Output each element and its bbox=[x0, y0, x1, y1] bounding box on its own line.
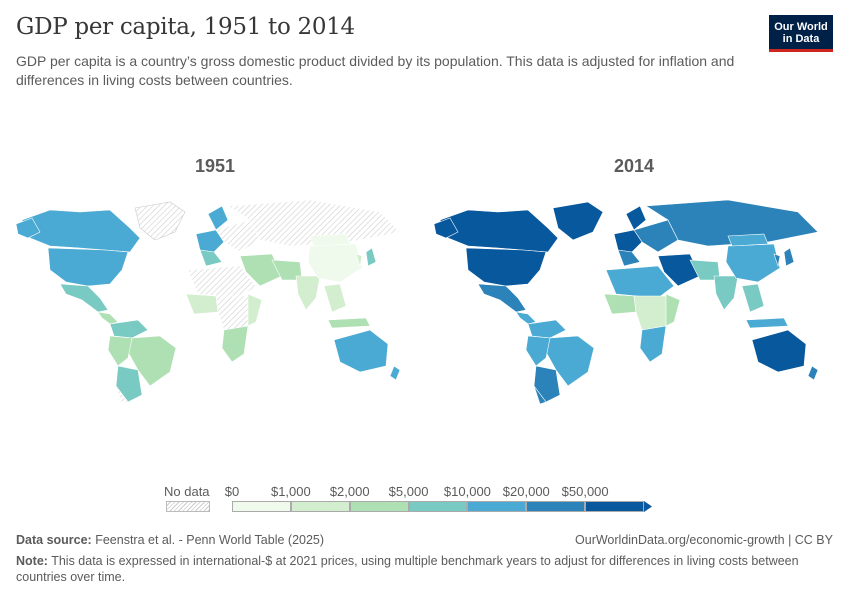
mongolia bbox=[309, 233, 351, 247]
india bbox=[713, 275, 739, 311]
map-2014[interactable] bbox=[428, 190, 838, 405]
scandinavia bbox=[207, 205, 229, 231]
brazil bbox=[127, 335, 177, 387]
legend-tick-label: $0 bbox=[224, 484, 240, 499]
legend-swatch bbox=[408, 501, 468, 512]
data-source-label: Data source: bbox=[16, 533, 92, 547]
north-africa bbox=[605, 265, 675, 299]
brazil bbox=[545, 335, 595, 387]
chart-title: GDP per capita, 1951 to 2014 bbox=[16, 14, 355, 40]
alaska bbox=[433, 217, 459, 239]
eastern-europe-nodata bbox=[215, 219, 261, 253]
russia bbox=[645, 199, 819, 247]
canada bbox=[439, 209, 559, 253]
argentina-chile bbox=[115, 365, 143, 403]
middle-east bbox=[239, 253, 283, 287]
western-europe bbox=[195, 229, 225, 253]
legend-no-data-swatch bbox=[166, 501, 210, 512]
logo-line-1: Our World bbox=[774, 21, 828, 33]
japan bbox=[783, 247, 795, 267]
map-legend: No data $0 $1,000 $2,000 $5,000 $10,000 $20,0… bbox=[150, 478, 670, 518]
map-1951-label: 1951 bbox=[194, 156, 236, 176]
east-africa bbox=[247, 293, 263, 327]
chart-subtitle: GDP per capita is a country’s gross dome… bbox=[16, 53, 735, 88]
legend-tick-label: $1,000 bbox=[270, 484, 311, 499]
map-1951[interactable] bbox=[10, 190, 420, 405]
southern-europe bbox=[617, 249, 641, 267]
southern-africa bbox=[639, 325, 667, 363]
patagonia-nodata bbox=[115, 385, 129, 405]
north-africa bbox=[187, 265, 257, 299]
legend-tick-label: $5,000 bbox=[388, 484, 429, 499]
indonesia bbox=[745, 317, 789, 329]
data-source-text[interactable]: Feenstra et al. - Penn World Table (2025… bbox=[95, 533, 325, 547]
argentina-chile bbox=[533, 365, 561, 403]
peru-bolivia bbox=[525, 335, 551, 367]
china bbox=[307, 243, 363, 283]
mexico bbox=[477, 283, 527, 313]
western-europe bbox=[613, 229, 643, 253]
central-america bbox=[97, 311, 119, 325]
australia bbox=[751, 329, 807, 373]
korea bbox=[355, 253, 363, 268]
central-africa bbox=[633, 295, 669, 331]
indonesia bbox=[327, 317, 371, 329]
venezuela-colombia bbox=[109, 319, 149, 339]
peru-bolivia bbox=[107, 335, 133, 367]
legend-tick-label: $10,000 bbox=[443, 484, 491, 499]
usa bbox=[47, 247, 129, 287]
footer-note: Note: This data is expressed in internat… bbox=[16, 553, 831, 585]
new-zealand bbox=[389, 365, 401, 381]
owid-logo[interactable]: Our World in Data bbox=[769, 15, 833, 52]
patagonia bbox=[533, 385, 547, 405]
southeast-asia bbox=[741, 283, 765, 313]
southeast-asia bbox=[323, 283, 347, 313]
legend-arrow bbox=[644, 501, 652, 512]
venezuela-colombia bbox=[527, 319, 567, 339]
mexico bbox=[59, 283, 109, 313]
australia bbox=[333, 329, 389, 373]
greenland bbox=[552, 201, 604, 241]
note-text: This data is expressed in international-… bbox=[16, 554, 799, 584]
east-africa bbox=[665, 293, 681, 327]
data-source: Data source: Feenstra et al. - Penn Worl… bbox=[16, 533, 324, 547]
footer-url[interactable]: OurWorldinData.org/economic-growth | CC … bbox=[575, 533, 833, 547]
scandinavia bbox=[625, 205, 647, 231]
new-zealand bbox=[807, 365, 819, 381]
legend-tick-label: $20,000 bbox=[502, 484, 550, 499]
china bbox=[725, 243, 781, 283]
logo-line-2: in Data bbox=[782, 33, 820, 45]
middle-east bbox=[657, 253, 701, 287]
legend-swatch bbox=[526, 501, 586, 512]
southern-europe bbox=[199, 249, 223, 267]
mongolia bbox=[727, 233, 769, 247]
greenland bbox=[134, 201, 186, 241]
legend-swatch bbox=[467, 501, 527, 512]
legend-swatch bbox=[290, 501, 350, 512]
korea bbox=[773, 253, 781, 268]
legend-tick-label: $50,000 bbox=[561, 484, 609, 499]
japan bbox=[365, 247, 377, 267]
central-america bbox=[515, 311, 537, 325]
legend-no-data-label: No data bbox=[164, 484, 210, 499]
russia-nodata bbox=[227, 199, 401, 247]
legend-swatch bbox=[585, 501, 644, 512]
legend-tick-label: $2,000 bbox=[329, 484, 370, 499]
central-africa-nodata bbox=[215, 295, 251, 331]
west-africa bbox=[185, 293, 219, 315]
legend-swatch bbox=[232, 501, 291, 512]
note-label: Note: bbox=[16, 554, 48, 568]
eastern-europe bbox=[633, 219, 679, 253]
southern-africa bbox=[221, 325, 249, 363]
alaska bbox=[15, 217, 41, 239]
canada bbox=[21, 209, 141, 253]
map-2014-label: 2014 bbox=[613, 156, 655, 176]
west-africa bbox=[603, 293, 637, 315]
usa bbox=[465, 247, 547, 287]
india bbox=[295, 275, 321, 311]
legend-swatch bbox=[349, 501, 409, 512]
